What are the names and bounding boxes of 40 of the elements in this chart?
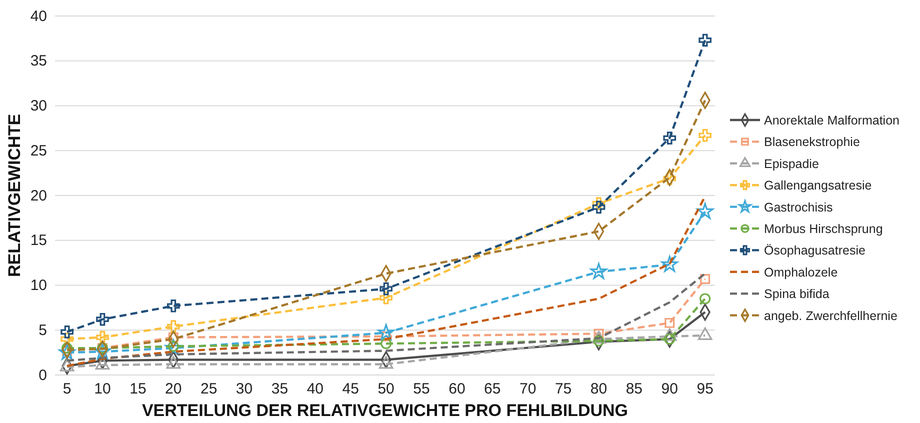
x-tick-label: 70: [520, 380, 536, 398]
x-axis-title: VERTEILUNG DER RELATIVGEWICHTE PRO FEHLBILDUNG: [142, 401, 628, 420]
y-tick-label: 30: [30, 98, 47, 115]
x-tick-label: 20: [165, 380, 182, 398]
x-tick-label: 85: [626, 380, 643, 398]
x-tick-label: 75: [554, 380, 572, 398]
x-tick-label: 95: [696, 380, 714, 398]
legend-label: Epispadie: [764, 156, 819, 171]
y-tick-label: 25: [30, 142, 47, 160]
x-tick-label: 80: [590, 380, 608, 398]
x-tick-label: 40: [306, 380, 324, 398]
x-tick-label: 30: [236, 380, 253, 398]
legend-label: Gallengangsatresie: [764, 178, 872, 193]
legend-label: Blasenekstrophie: [764, 135, 860, 150]
y-tick-label: 35: [30, 52, 47, 70]
x-tick-label: 65: [484, 380, 501, 398]
legend-label: angeb. Zwerchfellhernie: [764, 308, 898, 323]
x-tick-label: 45: [342, 380, 359, 398]
y-tick-label: 10: [30, 277, 47, 294]
y-tick-label: 20: [30, 187, 47, 204]
legend-label: Morbus Hirschsprung: [764, 222, 883, 236]
x-tick-label: 15: [130, 380, 146, 398]
y-tick-label: 5: [38, 322, 47, 339]
x-tick-label: 60: [448, 380, 466, 398]
legend-label: Ösophagusatresie: [764, 244, 866, 258]
y-tick-label: 0: [38, 366, 47, 384]
y-tick-label: 40: [30, 8, 47, 25]
legend-label: Anorektale Malformation: [764, 114, 900, 128]
x-tick-label: 50: [378, 380, 394, 398]
x-tick-label: 35: [271, 380, 288, 398]
x-tick-label: 10: [94, 380, 111, 398]
y-tick-label: 15: [30, 232, 47, 250]
y-axis-title: RELATIVGEWICHTE: [5, 114, 24, 278]
x-tick-label: 25: [200, 380, 218, 398]
legend-label: Spina bifida: [764, 287, 830, 302]
x-tick-label: 5: [62, 380, 72, 398]
x-tick-label: 90: [661, 380, 678, 398]
legend-label: Omphalozele: [764, 265, 838, 280]
x-tick-label: 55: [413, 380, 430, 398]
legend-label: Gastrochisis: [764, 200, 833, 214]
